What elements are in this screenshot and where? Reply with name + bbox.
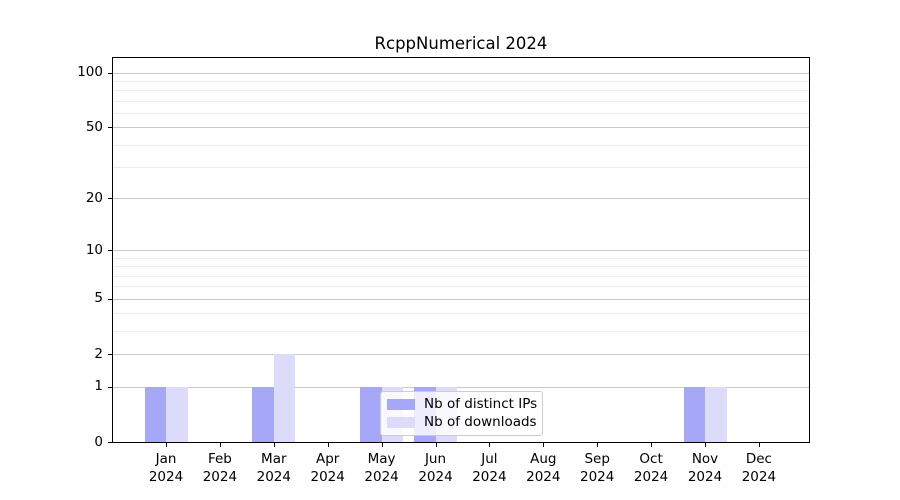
x-tick-mark [543, 443, 545, 447]
x-tick-label: Feb 2024 [202, 451, 238, 485]
y-tick-label: 100 [77, 64, 103, 80]
legend-swatch-distinct-ips [387, 399, 415, 410]
plot-frame [112, 57, 810, 443]
y-tick-mark [108, 354, 113, 355]
gridline-minor [113, 266, 809, 268]
x-tick-mark [273, 443, 275, 447]
bar-downloads [705, 386, 727, 442]
x-tick-label: Jan 2024 [148, 451, 184, 485]
bar-distinct-ips [252, 386, 274, 442]
x-tick-mark [435, 443, 437, 447]
y-tick-label: 1 [94, 378, 103, 394]
legend-item-distinct-ips: Nb of distinct IPs [387, 396, 538, 412]
gridline-minor [113, 144, 809, 146]
bar-downloads [166, 386, 188, 442]
x-tick-label: Apr 2024 [310, 451, 345, 485]
gridline-minor [113, 112, 809, 114]
gridline-major [113, 386, 809, 388]
y-tick-label: 20 [85, 189, 103, 206]
y-tick-mark [108, 442, 113, 443]
x-tick-label: Dec 2024 [741, 451, 777, 485]
gridline-major [113, 298, 809, 300]
y-tick-mark [108, 250, 113, 251]
legend-item-downloads: Nb of downloads [387, 414, 537, 430]
gridline-major [113, 354, 809, 355]
gridline-minor [113, 100, 809, 102]
gridline-minor [113, 80, 809, 82]
x-tick-label: Mar 2024 [256, 451, 291, 485]
y-tick-mark [108, 386, 113, 388]
gridline-major [113, 198, 809, 200]
y-tick-label: 50 [85, 118, 103, 135]
gridline-minor [113, 257, 809, 259]
y-tick-mark [108, 198, 113, 200]
chart-title: RcppNumerical 2024 [374, 34, 548, 53]
gridline-minor [113, 275, 809, 277]
legend-label-downloads: Nb of downloads [424, 414, 537, 430]
x-tick-mark [381, 443, 383, 447]
legend-swatch-downloads [387, 417, 415, 428]
x-tick-label: May 2024 [364, 451, 399, 485]
plot-area [113, 58, 809, 442]
y-tick-label: 2 [94, 345, 103, 362]
legend: Nb of distinct IPs Nb of downloads [380, 391, 543, 436]
x-tick-label: Jun 2024 [418, 451, 453, 485]
x-tick-mark [597, 443, 599, 447]
x-tick-mark [327, 443, 329, 447]
x-tick-mark [705, 443, 706, 447]
x-tick-mark [758, 443, 760, 447]
gridline-minor [113, 313, 809, 315]
gridline-major [113, 250, 809, 251]
gridline-minor [113, 167, 809, 168]
gridline-minor [113, 90, 809, 92]
x-tick-mark [166, 443, 167, 447]
x-tick-label: Jul 2024 [472, 451, 507, 485]
bar-downloads [273, 354, 296, 442]
legend-label-distinct-ips: Nb of distinct IPs [424, 396, 538, 412]
bar-distinct-ips [360, 386, 382, 442]
y-tick-mark [108, 72, 113, 74]
x-tick-mark [489, 443, 491, 447]
gridline-major [113, 127, 809, 129]
y-tick-mark [108, 298, 113, 300]
y-tick-label: 0 [94, 433, 103, 450]
y-tick-label: 10 [85, 241, 103, 258]
gridline-major [113, 72, 809, 74]
y-tick-label: 5 [94, 290, 103, 306]
x-tick-mark [219, 443, 221, 447]
bar-distinct-ips [683, 386, 705, 442]
x-tick-label: Sep 2024 [580, 451, 615, 485]
x-tick-label: Nov 2024 [687, 451, 723, 485]
gridline-minor [113, 286, 809, 288]
x-tick-label: Oct 2024 [633, 451, 669, 485]
bar-distinct-ips [144, 386, 166, 442]
y-tick-mark [108, 127, 113, 129]
x-tick-label: Aug 2024 [526, 451, 561, 485]
x-tick-mark [651, 443, 653, 447]
gridline-minor [113, 331, 809, 332]
